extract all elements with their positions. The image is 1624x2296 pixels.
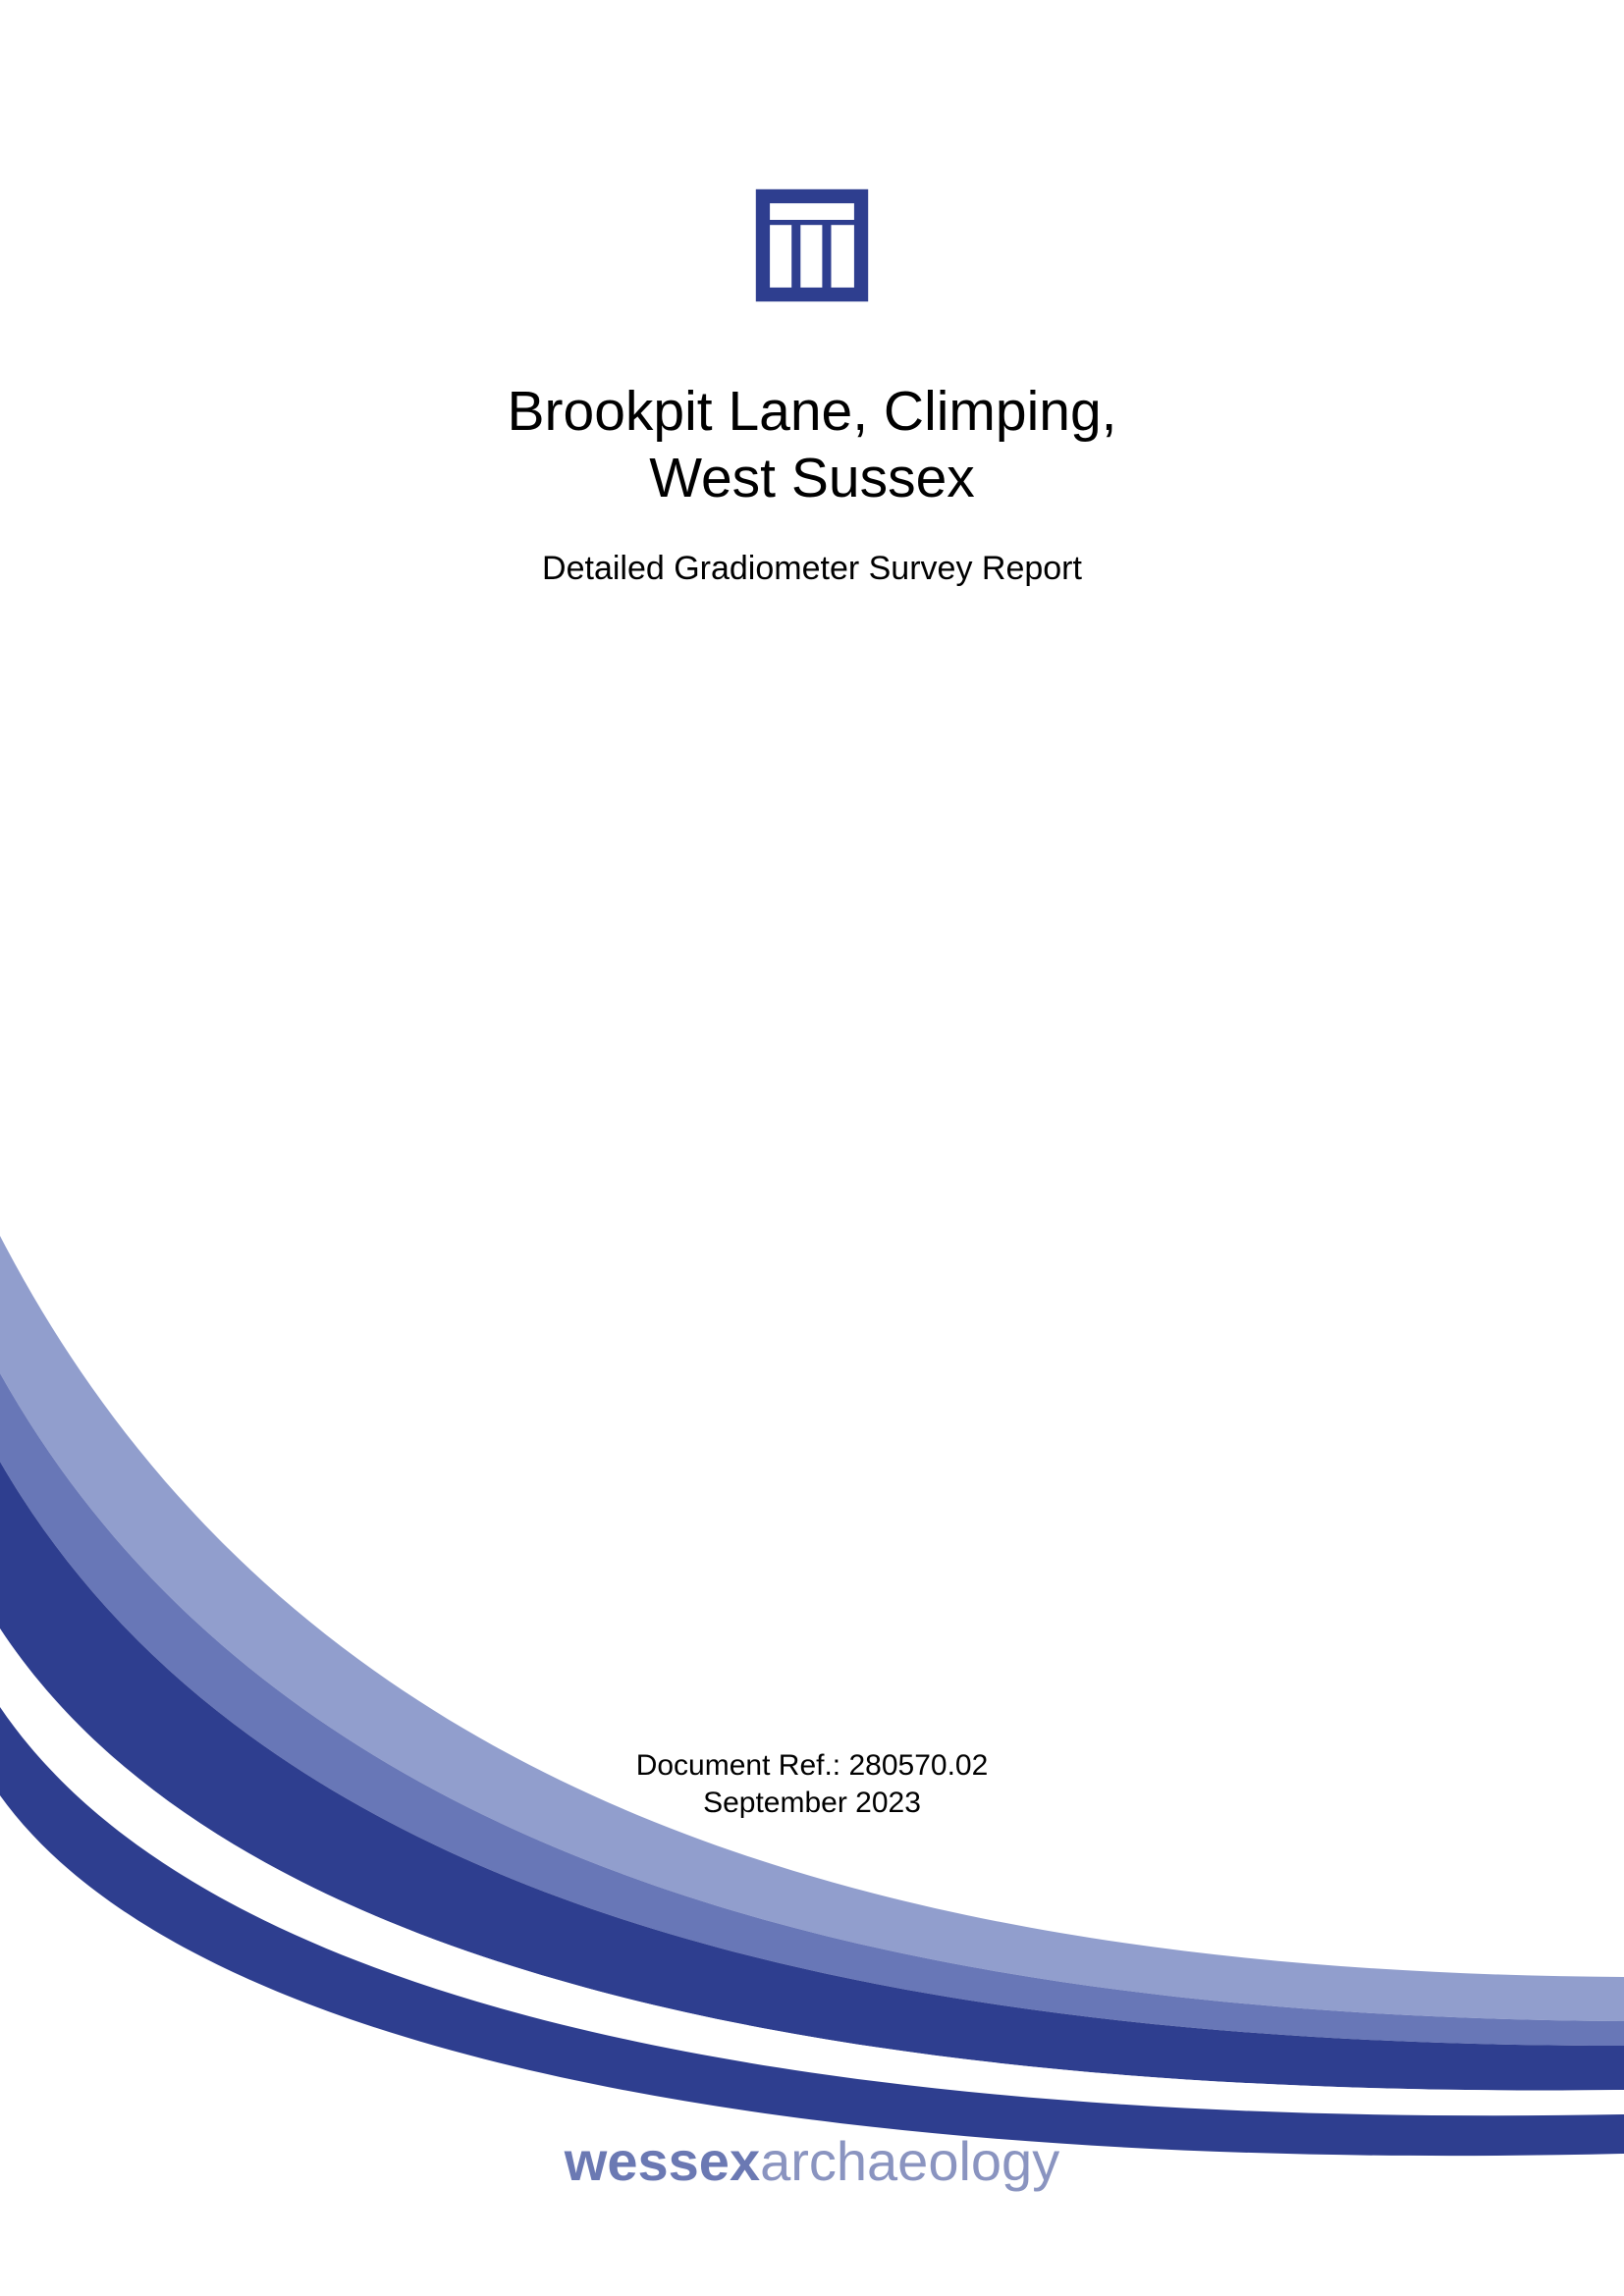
document-title: Brookpit Lane, Climping, West Sussex bbox=[223, 378, 1401, 512]
document-reference: Document Ref.: 280570.02 September 2023 bbox=[636, 1747, 989, 1821]
brand-wordmark: wessexarchaeology bbox=[565, 2129, 1059, 2193]
docref-line-2: September 2023 bbox=[636, 1785, 989, 1822]
document-subtitle: Detailed Gradiometer Survey Report bbox=[223, 550, 1401, 588]
brand-part-2: archaeology bbox=[760, 2130, 1059, 2192]
company-logo bbox=[748, 182, 876, 309]
title-line-2: West Sussex bbox=[223, 445, 1401, 511]
swoosh-graphic bbox=[0, 1118, 1624, 2296]
title-line-1: Brookpit Lane, Climping, bbox=[223, 378, 1401, 445]
docref-line-1: Document Ref.: 280570.02 bbox=[636, 1747, 989, 1785]
brand-part-1: wessex bbox=[565, 2130, 760, 2192]
